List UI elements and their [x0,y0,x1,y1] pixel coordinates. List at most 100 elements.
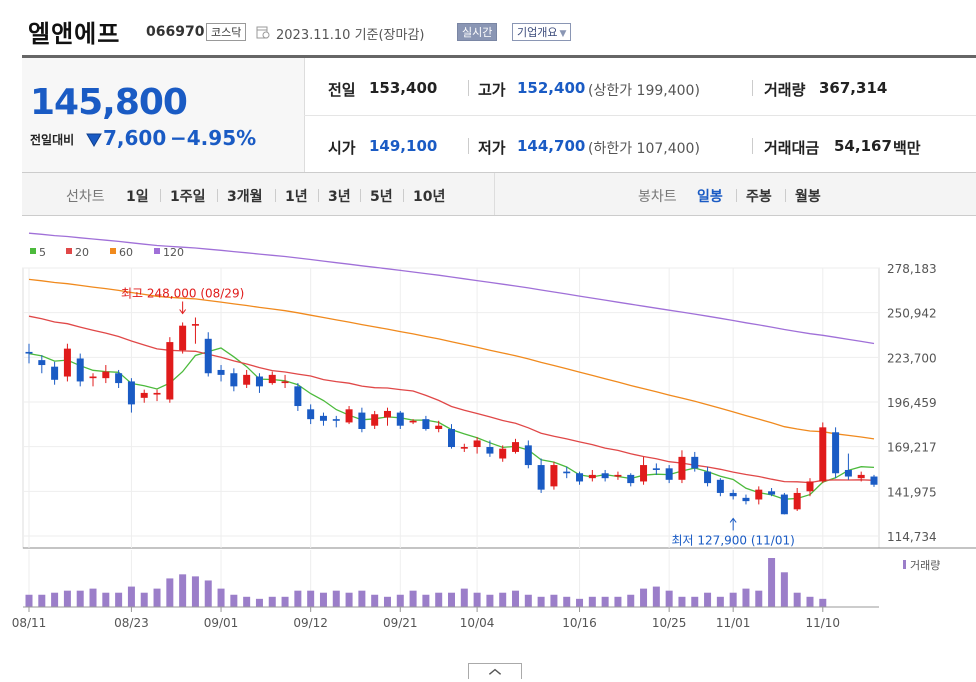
legend-label: 120 [163,246,184,259]
candle-body [614,474,622,477]
stock-chart[interactable]: 5 20 60 120 278,183 250,942 223,700 196,459 169,… [0,230,976,682]
period-1w[interactable]: 1주일 [170,189,206,205]
candle-body [665,468,673,480]
volume-bar [524,594,532,607]
y-tick-label: 223,700 [887,351,937,365]
volume-bar [563,596,571,607]
low-label: 저가 [478,139,506,157]
down-triangle-icon [86,133,102,147]
low-value: 144,700 [517,137,586,155]
x-tick-label: 08/23 [114,616,149,630]
y-tick-label: 141,975 [887,485,937,499]
volume-bar [153,588,161,607]
change-label: 전일대비 [30,133,75,147]
candle-body [678,456,686,480]
divider [360,189,361,202]
period-10y[interactable]: 10년 [413,189,446,205]
candle-chart-label: 봉차트 [638,189,677,205]
candle-daily[interactable]: 일봉 [697,189,723,205]
volume-bar [127,586,135,607]
candle-body [819,427,827,482]
collapse-button[interactable] [468,663,522,679]
period-1d[interactable]: 1일 [126,189,149,205]
volume-bar [371,594,379,607]
candle-body [140,392,148,398]
divider [468,138,469,154]
volume-bar [473,592,481,607]
volume-bar [345,592,353,607]
period-3m[interactable]: 3개월 [227,189,263,205]
volume-bar [716,596,724,607]
y-tick-label: 169,217 [887,441,937,455]
volume-bar [486,594,494,607]
period-5y[interactable]: 5년 [370,189,393,205]
volume-bar [729,592,737,607]
candle-body [371,414,379,426]
stock-name: 엘앤에프 [28,20,121,48]
x-tick-label: 10/16 [562,616,597,630]
candle-body [191,324,199,326]
x-tick-label: 08/11 [12,616,47,630]
candle-body [153,392,161,395]
x-tick-label: 10/25 [652,616,687,630]
volume-bar [358,590,366,607]
volume-bar [499,592,507,607]
high-arrow-head-icon [179,309,187,315]
volume-bar [627,594,635,607]
candle-body [38,360,46,366]
divider [318,189,319,202]
header-divider [22,55,976,58]
candle-body [512,442,520,452]
volume-bar [422,594,430,607]
volume-bar [793,592,801,607]
period-1y[interactable]: 1년 [285,189,308,205]
x-tick-label: 09/12 [293,616,328,630]
legend-swatch [154,248,160,254]
ma-60-line [28,278,875,440]
y-tick-label: 250,942 [887,307,937,321]
legend-swatch [66,248,72,254]
volume-bar [755,590,763,607]
candle-body [755,489,763,500]
volume-bar [448,592,455,607]
volume-bar [140,592,148,607]
legend-swatch [110,248,116,254]
period-3y[interactable]: 3년 [328,189,351,205]
volume-bar [166,578,174,607]
market-badge: 코스닥 [206,23,247,41]
volume-bar [25,594,33,607]
volume-bar [319,592,327,607]
volume-bar [409,590,417,607]
candle-body [115,373,123,384]
open-label: 시가 [328,139,356,157]
volume-bar [191,576,199,607]
legend-label: 20 [75,246,89,259]
x-tick-label: 09/21 [383,616,418,630]
volume-bar [243,596,251,607]
candle-body [806,481,814,492]
volume-bar [614,596,622,607]
volume-bar [537,596,545,607]
volume-label: 거래량 [764,81,806,99]
candle-body [63,348,71,377]
realtime-button[interactable]: 실시간 [457,23,498,41]
candle-body [704,471,712,484]
legend-label: 60 [119,246,133,259]
candle-body [742,497,750,502]
low-annotation: 최저 127,900 (11/01) [672,533,795,547]
candle-body [844,469,852,477]
volume-bar [332,590,340,607]
candle-monthly[interactable]: 월봉 [795,189,821,205]
change-value: 7,600 [103,126,167,150]
stock-code: 066970 [146,24,205,40]
candle-body [25,351,33,354]
date-text: 2023.11.10 기준(장마감) [276,28,425,43]
prev-close-value: 153,400 [369,79,438,97]
change-percent: −4.95% [170,126,257,150]
high-annotation: 최고 248,000 (08/29) [121,286,244,300]
y-tick-label: 278,183 [887,262,937,276]
amount-unit: 백만 [893,139,921,157]
company-info-button[interactable]: 기업개요 ▼ [512,23,572,41]
amount-value: 54,167 [834,137,892,155]
candle-weekly[interactable]: 주봉 [746,189,772,205]
